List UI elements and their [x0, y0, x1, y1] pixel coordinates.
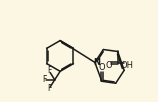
Text: O: O — [105, 61, 112, 70]
Text: N: N — [94, 58, 100, 67]
Text: F: F — [47, 66, 51, 75]
Text: O: O — [98, 63, 105, 72]
Text: OH: OH — [120, 61, 133, 70]
Text: F: F — [42, 75, 46, 84]
Text: F: F — [47, 84, 51, 93]
